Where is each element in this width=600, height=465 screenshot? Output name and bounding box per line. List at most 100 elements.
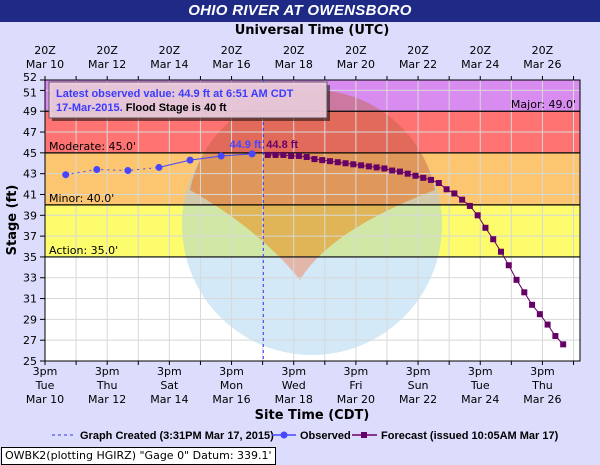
forecast-point: [350, 161, 357, 168]
bottom-tick-label: 3pm: [468, 365, 493, 378]
y-tick-label: 45: [23, 147, 37, 160]
y-tick-label: 51: [23, 86, 37, 99]
forecast-point: [474, 212, 481, 219]
forecast-point: [264, 151, 271, 158]
chart-title: OHIO RIVER AT OWENSBORO: [0, 0, 600, 22]
bottom-tick-label: 3pm: [344, 365, 369, 378]
observed-point: [62, 171, 70, 179]
y-tick-label: 52: [23, 71, 37, 84]
forecast-point: [365, 163, 372, 170]
observed-end-label: 44.9 ft: [229, 139, 261, 151]
bottom-tick-label: Mar 26: [523, 393, 561, 406]
bottom-tick-label: Thu: [531, 379, 553, 392]
forecast-point: [342, 160, 349, 167]
bottom-tick-label: Tue: [35, 379, 55, 392]
noaa-logo-circle: [182, 95, 442, 355]
legend-forecast: Forecast (issued 10:05AM Mar 17): [381, 430, 559, 442]
top-tick-label: Mar 14: [150, 58, 188, 71]
y-tick-label: 27: [23, 334, 37, 347]
gage-info-box: OWBK2(plotting HGIRZ) "Gage 0" Datum: 33…: [1, 447, 276, 465]
y-axis-label: Stage (ft): [5, 185, 20, 256]
forecast-point: [288, 152, 295, 159]
tooltip-box: [48, 81, 328, 119]
bottom-tick-label: Mar 14: [150, 393, 188, 406]
forecast-point: [505, 262, 512, 269]
tooltip-flood-stage: Flood Stage is 40 ft: [126, 102, 227, 114]
y-tick-label: 35: [23, 251, 37, 264]
legend-observed-marker: [280, 431, 288, 439]
bottom-tick-label: Mon: [220, 379, 243, 392]
top-tick-label: 20Z: [345, 44, 367, 57]
bottom-tick-label: 3pm: [530, 365, 555, 378]
bottom-tick-label: Mar 22: [399, 393, 437, 406]
tooltip-line2: 17-Mar-2015. Flood Stage is 40 ft: [56, 102, 227, 114]
top-tick-label: 20Z: [283, 44, 305, 57]
top-axis-label: Universal Time (UTC): [235, 23, 390, 38]
forecast-point: [303, 154, 310, 161]
y-tick-label: 43: [23, 168, 37, 181]
bottom-tick-label: Fri: [349, 379, 362, 392]
top-tick-label: Mar 12: [88, 58, 126, 71]
forecast-point: [319, 157, 326, 164]
observed-point: [217, 152, 225, 160]
forecast-point: [552, 333, 559, 340]
forecast-start-label: 44.8 ft: [266, 139, 298, 151]
flood-band-action: [45, 204, 580, 257]
bottom-tick-label: Mar 20: [337, 393, 375, 406]
observed-point: [248, 150, 256, 158]
bottom-tick-label: Sun: [408, 379, 429, 392]
top-tick-label: 20Z: [96, 44, 118, 57]
y-tick-label: 49: [23, 105, 37, 118]
top-tick-label: 20Z: [532, 44, 554, 57]
tooltip-date: 17-Mar-2015.: [56, 102, 126, 114]
top-tick-label: Mar 26: [523, 58, 561, 71]
x-axis-label: Site Time (CDT): [255, 408, 370, 423]
y-tick-label: 41: [23, 188, 37, 201]
forecast-point: [404, 170, 411, 177]
forecast-point: [381, 165, 388, 172]
bottom-tick-label: 3pm: [33, 365, 58, 378]
forecast-point: [295, 152, 302, 159]
top-tick-label: 20Z: [34, 44, 56, 57]
legend-graph-created: Graph Created (3:31PM Mar 17, 2015): [80, 430, 274, 442]
y-tick-label: 39: [23, 209, 37, 222]
forecast-point: [435, 180, 442, 187]
y-tick-label: 47: [23, 126, 37, 139]
bottom-tick-label: 3pm: [95, 365, 120, 378]
observed-point: [155, 163, 163, 171]
y-tick-label: 25: [23, 355, 37, 368]
bottom-tick-label: Tue: [470, 379, 490, 392]
forecast-point: [326, 158, 333, 165]
forecast-point: [412, 172, 419, 179]
top-tick-label: 20Z: [407, 44, 429, 57]
bottom-tick-label: Wed: [282, 379, 306, 392]
bottom-tick-label: 3pm: [157, 365, 182, 378]
y-tick-label: 29: [23, 313, 37, 326]
top-tick-label: Mar 10: [26, 58, 64, 71]
bottom-tick-label: Mar 10: [26, 393, 64, 406]
y-tick-label: 33: [23, 272, 37, 285]
forecast-point: [536, 311, 543, 318]
observed-point: [124, 167, 132, 175]
bottom-tick-label: Mar 18: [275, 393, 313, 406]
bottom-tick-label: 3pm: [281, 365, 306, 378]
flood-label-major: Major: 49.0': [511, 98, 576, 111]
forecast-point: [280, 151, 287, 158]
top-tick-label: Mar 24: [461, 58, 499, 71]
top-tick-label: Mar 20: [337, 58, 375, 71]
top-tick-label: 20Z: [221, 44, 243, 57]
flood-label-action: Action: 35.0': [49, 244, 118, 257]
forecast-point: [513, 276, 520, 283]
forecast-point: [490, 236, 497, 243]
observed-line-gap: [65, 166, 160, 176]
latest-value-tooltip: Latest observed value: 44.9 ft at 6:51 A…: [48, 81, 330, 121]
tooltip-latest-value: Latest observed value: 44.9 ft at 6:51 A…: [56, 88, 294, 100]
noaa-logo-bird: [190, 89, 435, 280]
forecast-point: [396, 168, 403, 175]
flood-label-moderate: Moderate: 45.0': [49, 140, 136, 153]
flood-label-minor: Minor: 40.0': [49, 192, 114, 205]
forecast-point: [272, 151, 279, 158]
top-tick-label: 20Z: [159, 44, 181, 57]
top-tick-label: Mar 16: [212, 58, 250, 71]
observed-point: [93, 166, 101, 174]
